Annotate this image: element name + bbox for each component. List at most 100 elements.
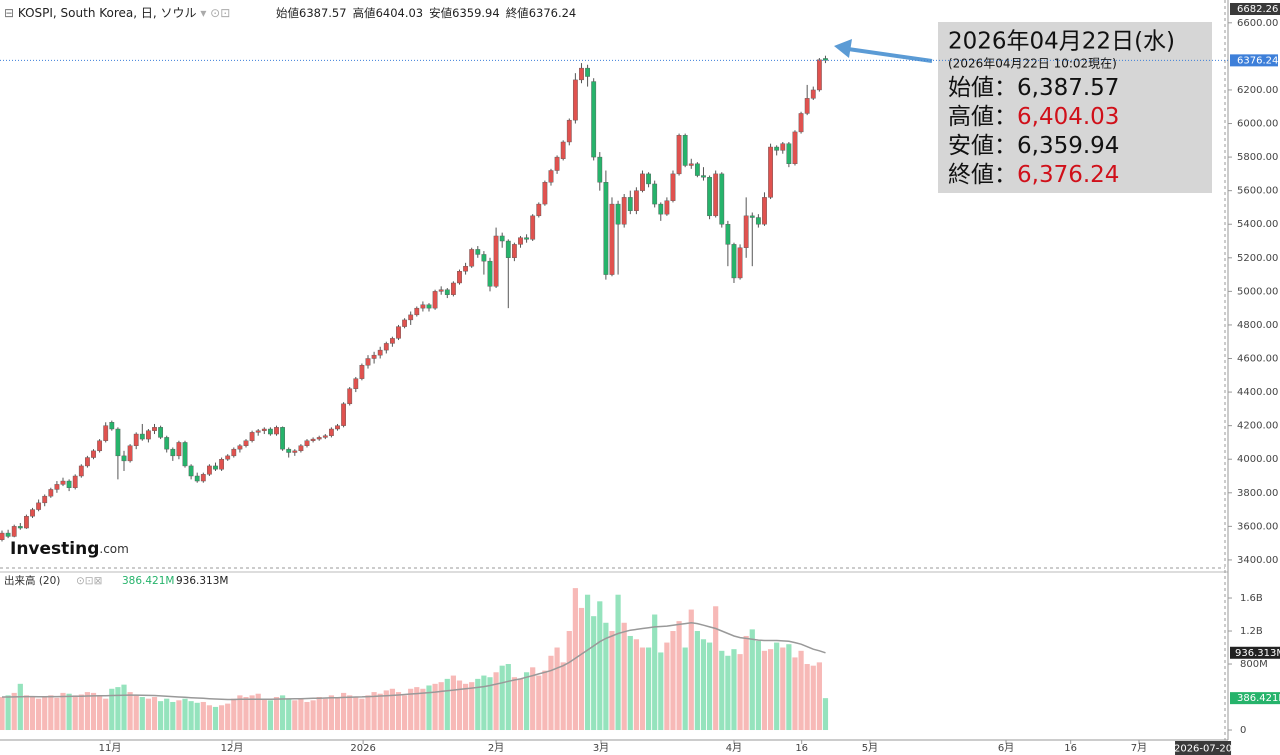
volume-bar <box>97 695 103 731</box>
candle-body <box>585 67 590 77</box>
candle-body <box>115 428 121 457</box>
volume-bar <box>652 614 658 731</box>
candle-body <box>139 433 145 440</box>
candle-body <box>213 465 218 470</box>
volume-bar <box>755 640 761 731</box>
candle-body <box>816 59 822 91</box>
volume-bar <box>645 647 652 731</box>
volume-bar <box>475 678 481 731</box>
volume-bar <box>444 678 450 731</box>
header-label: 始値 <box>276 6 299 20</box>
volume-bar <box>554 647 560 731</box>
volume-bar <box>237 695 243 731</box>
candle-body <box>261 428 267 431</box>
volume-bar <box>688 609 694 731</box>
volume-bar <box>78 694 84 731</box>
info-row-label: 始値： <box>948 75 1017 101</box>
x-tick-label: 2月 <box>488 742 504 754</box>
candle-body <box>420 304 426 309</box>
volume-bar <box>517 678 524 731</box>
candle-body <box>597 156 603 183</box>
candle-body <box>280 427 285 450</box>
y-tick-label: 4600.00 <box>1237 354 1278 365</box>
y-tick-label: 5200.00 <box>1237 253 1278 264</box>
candle-body <box>780 143 786 151</box>
info-box <box>938 22 1212 193</box>
volume-bar <box>170 701 176 731</box>
candle-body <box>749 215 755 218</box>
volume-last-label: 386.421M <box>1237 693 1280 704</box>
candle-body <box>121 455 127 462</box>
volume-bar <box>786 644 792 731</box>
volume-bar <box>60 692 66 731</box>
candle-body <box>133 433 139 446</box>
volume-bar <box>493 672 499 731</box>
volume-bar <box>243 697 249 731</box>
y-tick-label: 5800.00 <box>1237 152 1278 163</box>
candle-body <box>298 445 304 452</box>
candle-body <box>511 244 517 258</box>
candle-body <box>377 349 383 356</box>
volume-bar <box>511 677 517 731</box>
volume-bar <box>615 594 621 731</box>
candle-body <box>91 450 96 458</box>
volume-bar <box>188 701 194 731</box>
volume-bar <box>481 675 487 731</box>
candle-body <box>414 307 420 316</box>
volume-bar <box>42 697 48 731</box>
volume-bar <box>767 649 774 731</box>
x-tick-label: 12月 <box>221 742 244 754</box>
volume-bar <box>548 655 554 731</box>
candle-body <box>609 203 615 275</box>
volume-bar <box>682 647 688 731</box>
candle-body <box>267 428 273 435</box>
volume-ma-label: 936.313M <box>1235 648 1280 659</box>
candle-body <box>554 156 560 171</box>
info-row-value: 6,376.24 <box>1017 162 1119 188</box>
volume-bar <box>603 622 609 731</box>
volume-bar <box>48 695 54 731</box>
candle-body <box>274 427 279 435</box>
candle-body <box>542 182 548 205</box>
volume-bar <box>621 622 627 731</box>
crosshair-date-tag <box>1175 741 1232 755</box>
volume-bar <box>633 639 639 731</box>
volume-bar <box>810 665 816 731</box>
candle-body <box>658 203 664 215</box>
volume-bar <box>279 695 286 731</box>
y-tick-label: 6200.00 <box>1237 85 1278 96</box>
candle-body <box>109 422 115 430</box>
volume-bar <box>164 698 170 731</box>
candle-body <box>219 459 225 470</box>
candle-body <box>457 271 462 284</box>
candle-body <box>804 98 810 114</box>
volume-bar <box>499 665 505 731</box>
volume-bar <box>420 688 426 731</box>
candle-body <box>688 163 694 166</box>
dropdown-icon: ▾ ⊙⊡ <box>197 6 231 20</box>
candle-body <box>152 427 157 431</box>
candle-body <box>42 495 48 504</box>
volume-bar <box>542 670 548 731</box>
candle-body <box>475 249 481 255</box>
candle-body <box>432 291 438 309</box>
candle-body <box>182 442 188 467</box>
x-tick-label: 16 <box>795 743 808 754</box>
x-tick-label: 2026 <box>350 743 375 754</box>
volume-bar <box>536 675 542 731</box>
volume-bar <box>304 701 310 731</box>
candle-body <box>725 224 731 245</box>
candle-body <box>237 445 243 450</box>
candle-body <box>176 442 182 457</box>
candle-body <box>97 440 103 452</box>
volume-bar <box>798 650 804 731</box>
volume-bar <box>194 702 200 731</box>
header-label: 安値 <box>429 6 452 20</box>
volume-bar <box>72 695 78 731</box>
candle-body <box>146 430 151 440</box>
candle-body <box>200 474 206 482</box>
volume-bar <box>310 700 316 731</box>
volume-bar <box>23 695 30 731</box>
candle-body <box>207 465 212 475</box>
candle-body <box>0 532 5 540</box>
